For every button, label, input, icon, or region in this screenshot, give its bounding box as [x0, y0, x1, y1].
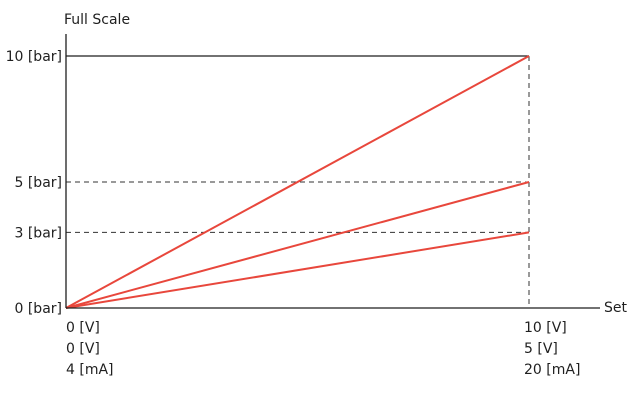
series-group: [65, 55, 530, 309]
series-line-1: [65, 55, 530, 309]
x-tick-label-end: 10 [V]: [524, 320, 567, 336]
x-tick-label-start: 0 [V]: [66, 320, 100, 336]
series-line-2: [65, 181, 530, 309]
x-tick-labels: 0 [V] 10 [V] 0 [V] 5 [V] 4 [mA] 20 [mA]: [66, 320, 580, 378]
y-tick-label: 3 [bar]: [14, 225, 62, 241]
y-tick-labels: 0 [bar] 3 [bar] 5 [bar] 10 [bar]: [6, 49, 62, 317]
y-tick-label: 10 [bar]: [6, 49, 62, 65]
y-tick-label: 0 [bar]: [14, 301, 62, 317]
x-tick-label-end: 5 [V]: [524, 341, 558, 357]
x-tick-label-start: 0 [V]: [66, 341, 100, 357]
series-line-3: [65, 231, 530, 309]
x-tick-label-end: 20 [mA]: [524, 362, 580, 378]
x-axis-title: Set: [604, 300, 628, 316]
y-tick-label: 5 [bar]: [14, 175, 62, 191]
x-tick-label-start: 4 [mA]: [66, 362, 114, 378]
y-axis-title: Full Scale: [64, 12, 130, 28]
